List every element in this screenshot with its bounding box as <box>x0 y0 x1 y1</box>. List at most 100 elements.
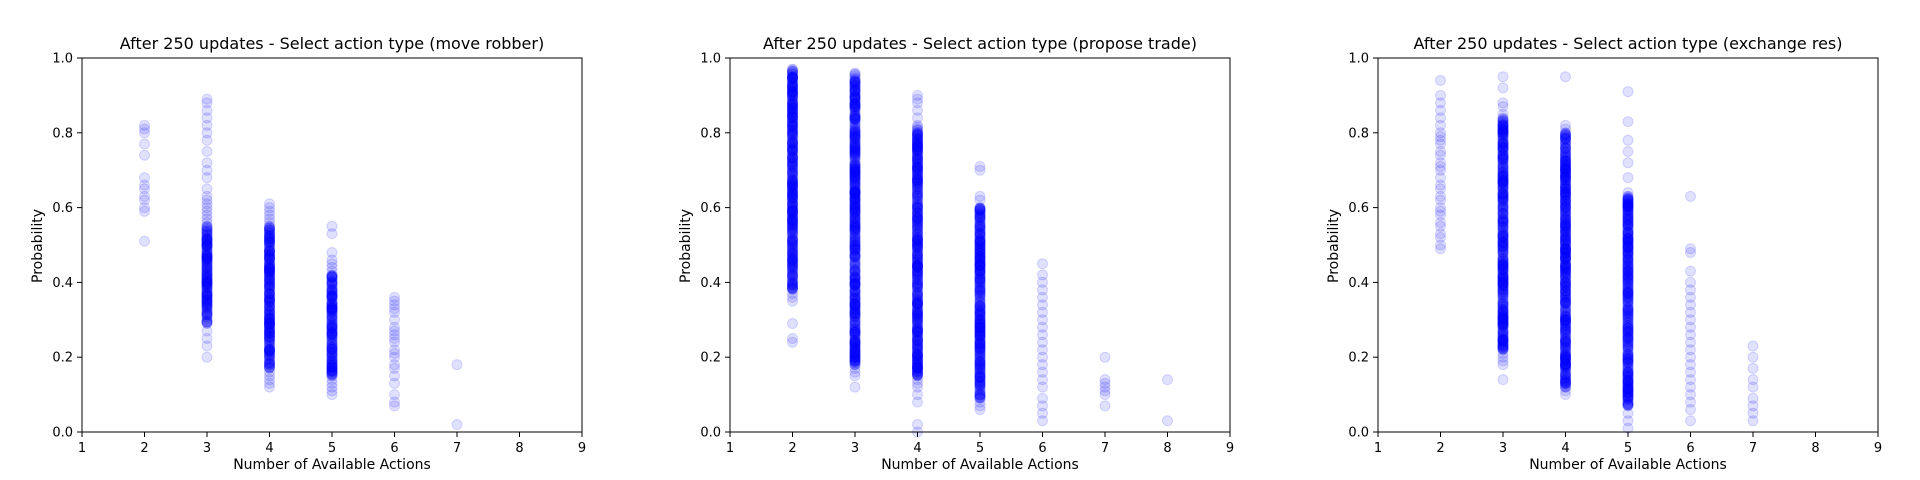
data-point <box>787 112 798 124</box>
data-point <box>264 332 275 344</box>
data-point <box>1560 276 1571 288</box>
data-point <box>264 213 275 225</box>
data-point <box>264 305 275 317</box>
data-point <box>201 253 213 265</box>
data-point <box>264 300 275 312</box>
data-point <box>201 238 213 250</box>
data-point <box>201 231 213 243</box>
data-point <box>201 202 213 214</box>
data-point <box>849 381 861 393</box>
data-point <box>264 274 275 286</box>
data-point <box>1622 236 1634 248</box>
data-point <box>1560 369 1571 381</box>
data-point <box>264 341 275 353</box>
x-tick-label: 2 <box>140 441 148 456</box>
data-point <box>326 349 338 361</box>
data-point <box>201 234 213 246</box>
data-point <box>201 275 213 287</box>
data-point <box>1622 277 1634 289</box>
data-point <box>201 239 213 251</box>
y-tick-label: 0.0 <box>52 426 73 441</box>
data-point <box>201 235 213 247</box>
data-point <box>1497 149 1509 161</box>
data-point <box>201 270 213 282</box>
data-point <box>201 272 213 284</box>
data-point <box>264 317 275 329</box>
data-point <box>1622 350 1634 362</box>
data-point <box>1622 86 1634 98</box>
y-axis-label: Probability <box>1326 209 1342 283</box>
data-point <box>264 230 275 242</box>
data-point <box>264 313 275 325</box>
data-point <box>849 326 861 338</box>
data-point <box>787 67 798 79</box>
data-point <box>264 235 275 247</box>
data-point <box>1435 89 1446 101</box>
data-point <box>264 244 275 256</box>
data-point <box>201 246 213 258</box>
chart-title: After 250 updates - Select action type (… <box>120 34 544 53</box>
data-point <box>264 209 275 221</box>
data-point <box>326 327 338 339</box>
data-point <box>974 211 986 223</box>
data-point <box>201 265 213 277</box>
data-point <box>264 309 275 321</box>
data-point <box>264 346 275 358</box>
data-point <box>326 336 338 348</box>
data-point <box>264 330 275 342</box>
data-point <box>264 280 275 292</box>
data-point <box>264 263 275 275</box>
data-point <box>264 319 275 331</box>
data-point <box>264 349 275 361</box>
data-point <box>264 354 275 366</box>
data-point <box>264 263 275 275</box>
data-point <box>201 333 213 344</box>
data-point <box>201 190 213 202</box>
chart-title: After 250 updates - Select action type (… <box>1413 34 1842 53</box>
data-point <box>201 254 213 266</box>
data-point <box>264 310 275 322</box>
data-point <box>264 295 275 307</box>
data-point <box>201 307 213 319</box>
data-point <box>1685 243 1696 255</box>
data-point <box>849 316 861 328</box>
data-point <box>264 325 275 337</box>
data-point <box>912 374 923 386</box>
data-point <box>1560 218 1571 230</box>
data-point <box>201 251 213 263</box>
data-point <box>264 234 275 246</box>
y-tick-label: 0.6 <box>1348 201 1369 216</box>
data-point <box>201 296 213 308</box>
data-point <box>201 249 213 261</box>
data-point <box>264 296 275 308</box>
data-point <box>1560 188 1571 200</box>
data-point <box>264 313 275 325</box>
data-point <box>849 83 861 95</box>
data-point <box>264 277 275 289</box>
data-point <box>264 251 275 263</box>
data-point <box>264 356 275 368</box>
data-point <box>264 334 275 346</box>
data-point <box>326 334 338 346</box>
data-point <box>201 235 213 247</box>
data-point <box>326 370 338 382</box>
data-point <box>201 351 213 363</box>
data-point <box>201 256 213 268</box>
chart-title: After 250 updates - Select action type (… <box>763 34 1197 53</box>
data-point <box>139 127 150 139</box>
data-point <box>264 245 275 257</box>
data-point <box>326 365 338 377</box>
data-point <box>201 223 213 235</box>
data-point <box>201 240 213 252</box>
data-point <box>1162 415 1173 427</box>
data-point <box>264 346 275 358</box>
data-point <box>264 362 275 374</box>
data-point <box>1037 258 1048 270</box>
data-point <box>201 250 213 262</box>
data-point <box>974 353 986 365</box>
data-point <box>264 327 275 339</box>
data-point <box>201 281 213 293</box>
data-point <box>201 305 213 317</box>
data-point <box>264 270 275 282</box>
data-point <box>201 228 213 240</box>
